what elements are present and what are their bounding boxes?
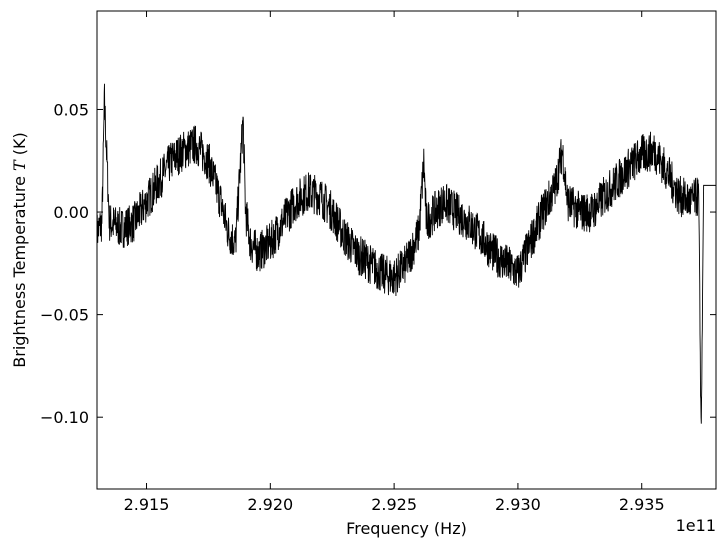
y-tick-label: 0.00 — [53, 203, 89, 222]
y-axis-label-suffix: (K) — [10, 132, 29, 160]
y-axis-label-prefix: Brightness Temperature — [10, 171, 29, 368]
x-axis-offset-label: 1e11 — [676, 516, 716, 535]
y-tick-label: 0.05 — [53, 100, 89, 119]
x-tick-label: 2.920 — [247, 495, 293, 514]
x-tick-label: 2.925 — [371, 495, 417, 514]
y-tick-label: −0.10 — [40, 408, 89, 427]
x-axis-ticks: 2.915 2.920 2.925 2.930 2.935 — [124, 11, 665, 514]
x-tick-label: 2.915 — [124, 495, 170, 514]
x-axis-label: Frequency (Hz) — [346, 519, 467, 538]
x-tick-label: 2.930 — [495, 495, 541, 514]
y-axis-label-symbol: T — [10, 159, 29, 171]
y-axis-ticks: 0.05 0.00 −0.05 −0.10 — [40, 100, 716, 427]
plot-area — [96, 10, 717, 490]
x-tick-label: 2.935 — [619, 495, 665, 514]
y-axis-label: Brightness Temperature T (K) — [10, 132, 29, 367]
y-tick-label: −0.05 — [40, 306, 89, 325]
axes-frame — [96, 10, 717, 490]
series-line — [96, 83, 716, 424]
